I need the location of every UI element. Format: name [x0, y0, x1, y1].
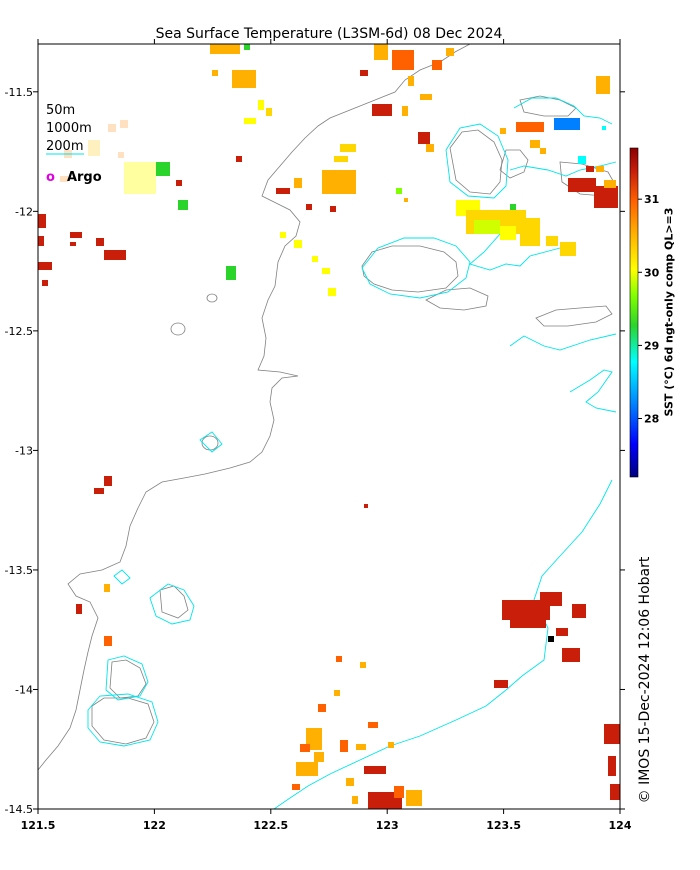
lat-tick-label: -12 — [15, 205, 33, 218]
isobath-200m — [113, 569, 131, 585]
coast-island — [159, 585, 189, 619]
lat-tick-label: -11.5 — [5, 86, 33, 99]
argo-marker-icon: o — [46, 170, 55, 185]
coast-island — [425, 287, 489, 311]
lon-tick-label: 123 — [376, 819, 399, 832]
coast-island — [201, 435, 219, 451]
coast-island — [206, 293, 218, 303]
lon-tick-label: 122 — [143, 819, 166, 832]
lat-tick-label: -14.5 — [5, 803, 33, 816]
coast-island — [519, 95, 577, 117]
coast-island — [170, 322, 186, 336]
lat-tick-label: -14 — [15, 683, 33, 696]
colorbar-tick-label: 31 — [644, 193, 659, 206]
legend-item-200m: 200m — [46, 139, 84, 154]
map-title: Sea Surface Temperature (L3SM-6d) 08 Dec… — [155, 26, 503, 42]
coast-island — [499, 149, 529, 179]
isobath-200m — [445, 123, 509, 199]
coast-island — [361, 245, 459, 293]
lat-tick-label: -13 — [15, 444, 33, 457]
isobath-200m — [105, 655, 149, 701]
coast-island — [535, 305, 613, 327]
coastline — [38, 44, 471, 771]
lat-tick-label: -13.5 — [5, 564, 33, 577]
isobath-200m — [199, 431, 223, 453]
argo-legend: o Argo — [46, 170, 102, 185]
coast-island — [449, 129, 503, 195]
axis-ticks: 121.5 122 122.5 123 123.5 124 -11.5 -12 -12.5 -13… — [5, 39, 632, 832]
lat-tick-label: -12.5 — [5, 325, 33, 338]
isobath-200m — [513, 97, 613, 125]
lon-tick-label: 121.5 — [21, 819, 56, 832]
isobath-200m — [273, 479, 613, 809]
credit-text: © IMOS 15-Dec-2024 12:06 Hobart — [637, 556, 653, 804]
map-content — [38, 44, 620, 809]
lon-tick-label: 122.5 — [253, 819, 288, 832]
isobath-200m — [361, 237, 471, 299]
legend-item-1000m: 1000m — [46, 121, 92, 136]
isobath-200m — [569, 369, 617, 413]
isobath-legend: 50m 1000m 200m — [46, 102, 92, 156]
lon-tick-label: 123.5 — [486, 819, 521, 832]
colorbar-tick-label: 28 — [644, 413, 659, 426]
coast-island — [109, 659, 147, 699]
isobath-200m — [509, 333, 617, 351]
sst-pixels — [38, 44, 620, 809]
colorbar — [629, 147, 639, 478]
coast-island — [91, 697, 155, 745]
colorbar-tick-label: 30 — [644, 266, 660, 279]
isobath-200m — [87, 693, 159, 747]
colorbar-label: SST (°C) 6d ngt-only comp QL>=3 — [662, 207, 676, 417]
argo-label: Argo — [66, 170, 102, 185]
plot-frame — [37, 43, 621, 810]
colorbar-ticks: 28 29 30 31 — [638, 193, 660, 426]
isobath-200m — [149, 583, 195, 625]
legend-item-50m: 50m — [46, 103, 76, 118]
lon-tick-label: 124 — [609, 819, 632, 832]
colorbar-tick-label: 29 — [644, 339, 659, 352]
